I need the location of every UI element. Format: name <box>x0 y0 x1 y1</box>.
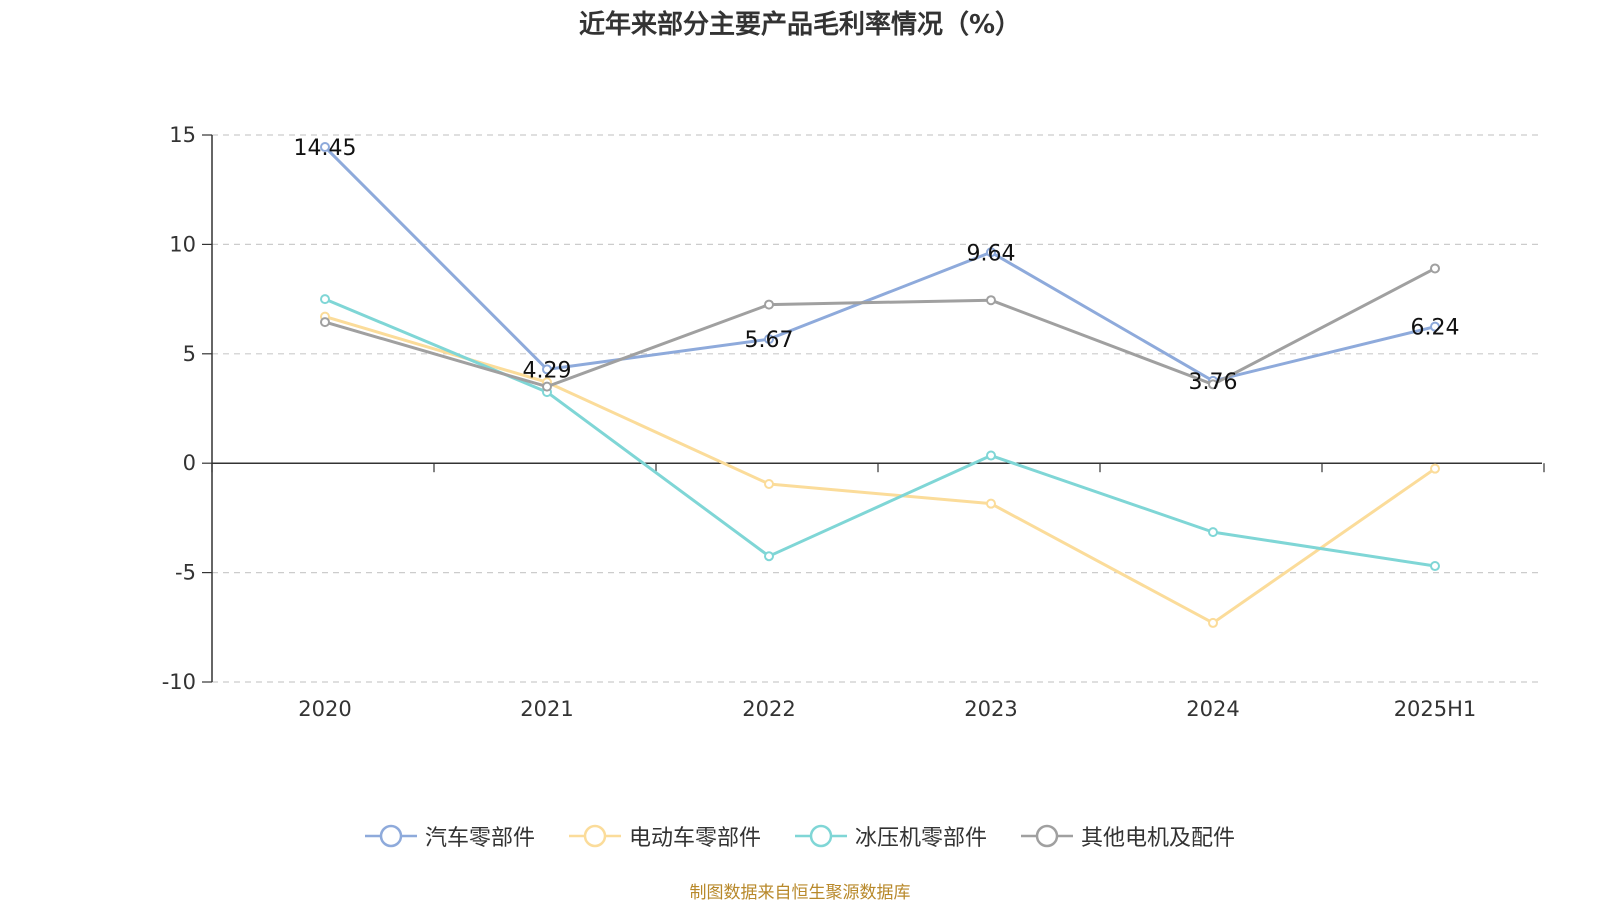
x-tick-label: 2020 <box>298 697 351 721</box>
x-tick-label: 2022 <box>742 697 795 721</box>
x-tick-label: 2025H1 <box>1394 697 1477 721</box>
legend-line-marker-icon <box>1021 824 1074 848</box>
axes: 15 10 5 0 -5 -10 2020 2021 2022 2023 2024 2025H1 <box>162 123 1545 721</box>
data-point <box>1430 263 1440 274</box>
legend-item[interactable]: 其他电机及配件 <box>1021 820 1235 852</box>
data-label: 4.29 <box>523 358 572 383</box>
series-line <box>324 315 1436 625</box>
series-lines <box>320 142 1440 628</box>
data-point <box>986 498 996 509</box>
legend-label: 其他电机及配件 <box>1081 826 1236 851</box>
data-labels: 14.45 4.29 5.67 9.64 3.76 6.24 <box>294 136 1460 395</box>
legend-item[interactable]: 电动车零部件 <box>568 820 761 852</box>
data-point <box>1430 561 1440 572</box>
legend-line-marker-icon <box>568 824 621 848</box>
legend-line-marker-icon <box>364 824 417 848</box>
data-point <box>1208 379 1218 390</box>
data-point <box>764 299 774 310</box>
data-point <box>542 381 552 392</box>
legend-item[interactable]: 汽车零部件 <box>364 820 535 852</box>
data-point <box>1208 617 1218 628</box>
data-label: 6.24 <box>1411 316 1460 341</box>
data-point <box>1430 321 1440 332</box>
series-line <box>324 297 1436 568</box>
data-point <box>764 478 774 489</box>
data-point <box>986 295 996 306</box>
legend: 汽车零部件 电动车零部件 冰压机零部件 其他电机及配件 <box>0 820 1600 852</box>
x-tick-label: 2023 <box>964 697 1017 721</box>
x-tick-label: 2024 <box>1186 697 1239 721</box>
data-point <box>764 551 774 562</box>
data-point <box>1208 527 1218 538</box>
data-point <box>320 142 330 153</box>
series-line <box>324 267 1436 389</box>
data-point <box>764 334 774 345</box>
grid-lines <box>212 134 1542 683</box>
legend-line-marker-icon <box>795 824 847 848</box>
data-point <box>542 364 552 375</box>
y-tick-label: -5 <box>175 561 196 585</box>
data-point <box>986 247 996 258</box>
data-label: 14.45 <box>294 136 357 161</box>
y-tick-label: 0 <box>183 451 196 475</box>
data-point <box>986 450 996 461</box>
data-point <box>1430 463 1440 474</box>
series-line <box>323 145 1436 383</box>
data-label: 3.76 <box>1189 370 1238 395</box>
data-point <box>320 294 330 305</box>
legend-label: 冰压机零部件 <box>855 826 988 851</box>
legend-label: 汽车零部件 <box>424 826 535 851</box>
data-label: 9.64 <box>967 241 1016 266</box>
data-label: 5.67 <box>745 328 794 353</box>
y-tick-label: 5 <box>183 342 196 366</box>
y-tick-label: -10 <box>162 670 196 694</box>
source-note: 制图数据来自恒生聚源数据库 <box>689 883 911 903</box>
legend-label: 电动车零部件 <box>628 826 761 851</box>
y-tick-label: 10 <box>169 232 196 256</box>
data-point <box>320 317 330 328</box>
chart-title: 近年来部分主要产品毛利率情况（%） <box>578 10 1022 40</box>
x-tick-label: 2021 <box>520 697 573 721</box>
y-tick-label: 15 <box>169 123 196 147</box>
legend-item[interactable]: 冰压机零部件 <box>795 820 987 852</box>
